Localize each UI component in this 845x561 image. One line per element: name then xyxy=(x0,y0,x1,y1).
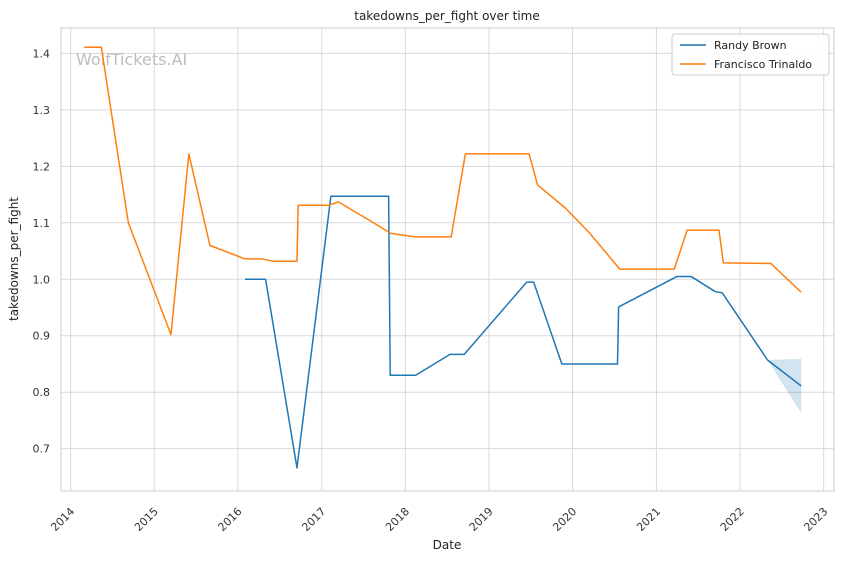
confidence-bands xyxy=(767,358,802,414)
y-tick-label: 0.8 xyxy=(33,386,51,399)
confidence-band-0 xyxy=(767,358,802,414)
y-tick-label: 0.7 xyxy=(33,443,51,456)
y-tick-label: 1.0 xyxy=(33,273,51,286)
y-tick-labels: 0.7 0.8 0.9 1.0 1.1 1.2 1.3 1.4 xyxy=(33,47,51,455)
y-tick-label: 1.4 xyxy=(33,47,51,60)
x-axis-label: Date xyxy=(433,538,462,552)
legend-box xyxy=(671,33,830,76)
series-line-0 xyxy=(244,195,802,469)
series-line-1 xyxy=(84,46,802,336)
legend-label-francisco-trinaldo: Francisco Trinaldo xyxy=(714,58,812,71)
y-tick-label: 1.2 xyxy=(33,160,51,173)
grid xyxy=(61,28,834,491)
series-lines xyxy=(84,46,802,469)
plot-frame xyxy=(60,27,835,492)
y-tick-label: 0.9 xyxy=(33,330,51,343)
y-tick-label: 1.1 xyxy=(33,217,51,230)
watermark: WolfTickets.AI xyxy=(76,50,187,69)
chart-title: takedowns_per_fight over time xyxy=(354,9,540,23)
legend-label-randy-brown: Randy Brown xyxy=(714,39,787,52)
legend: Randy Brown Francisco Trinaldo xyxy=(671,33,830,76)
y-axis-label: takedowns_per_fight xyxy=(7,197,21,321)
y-tick-label: 1.3 xyxy=(33,104,51,117)
